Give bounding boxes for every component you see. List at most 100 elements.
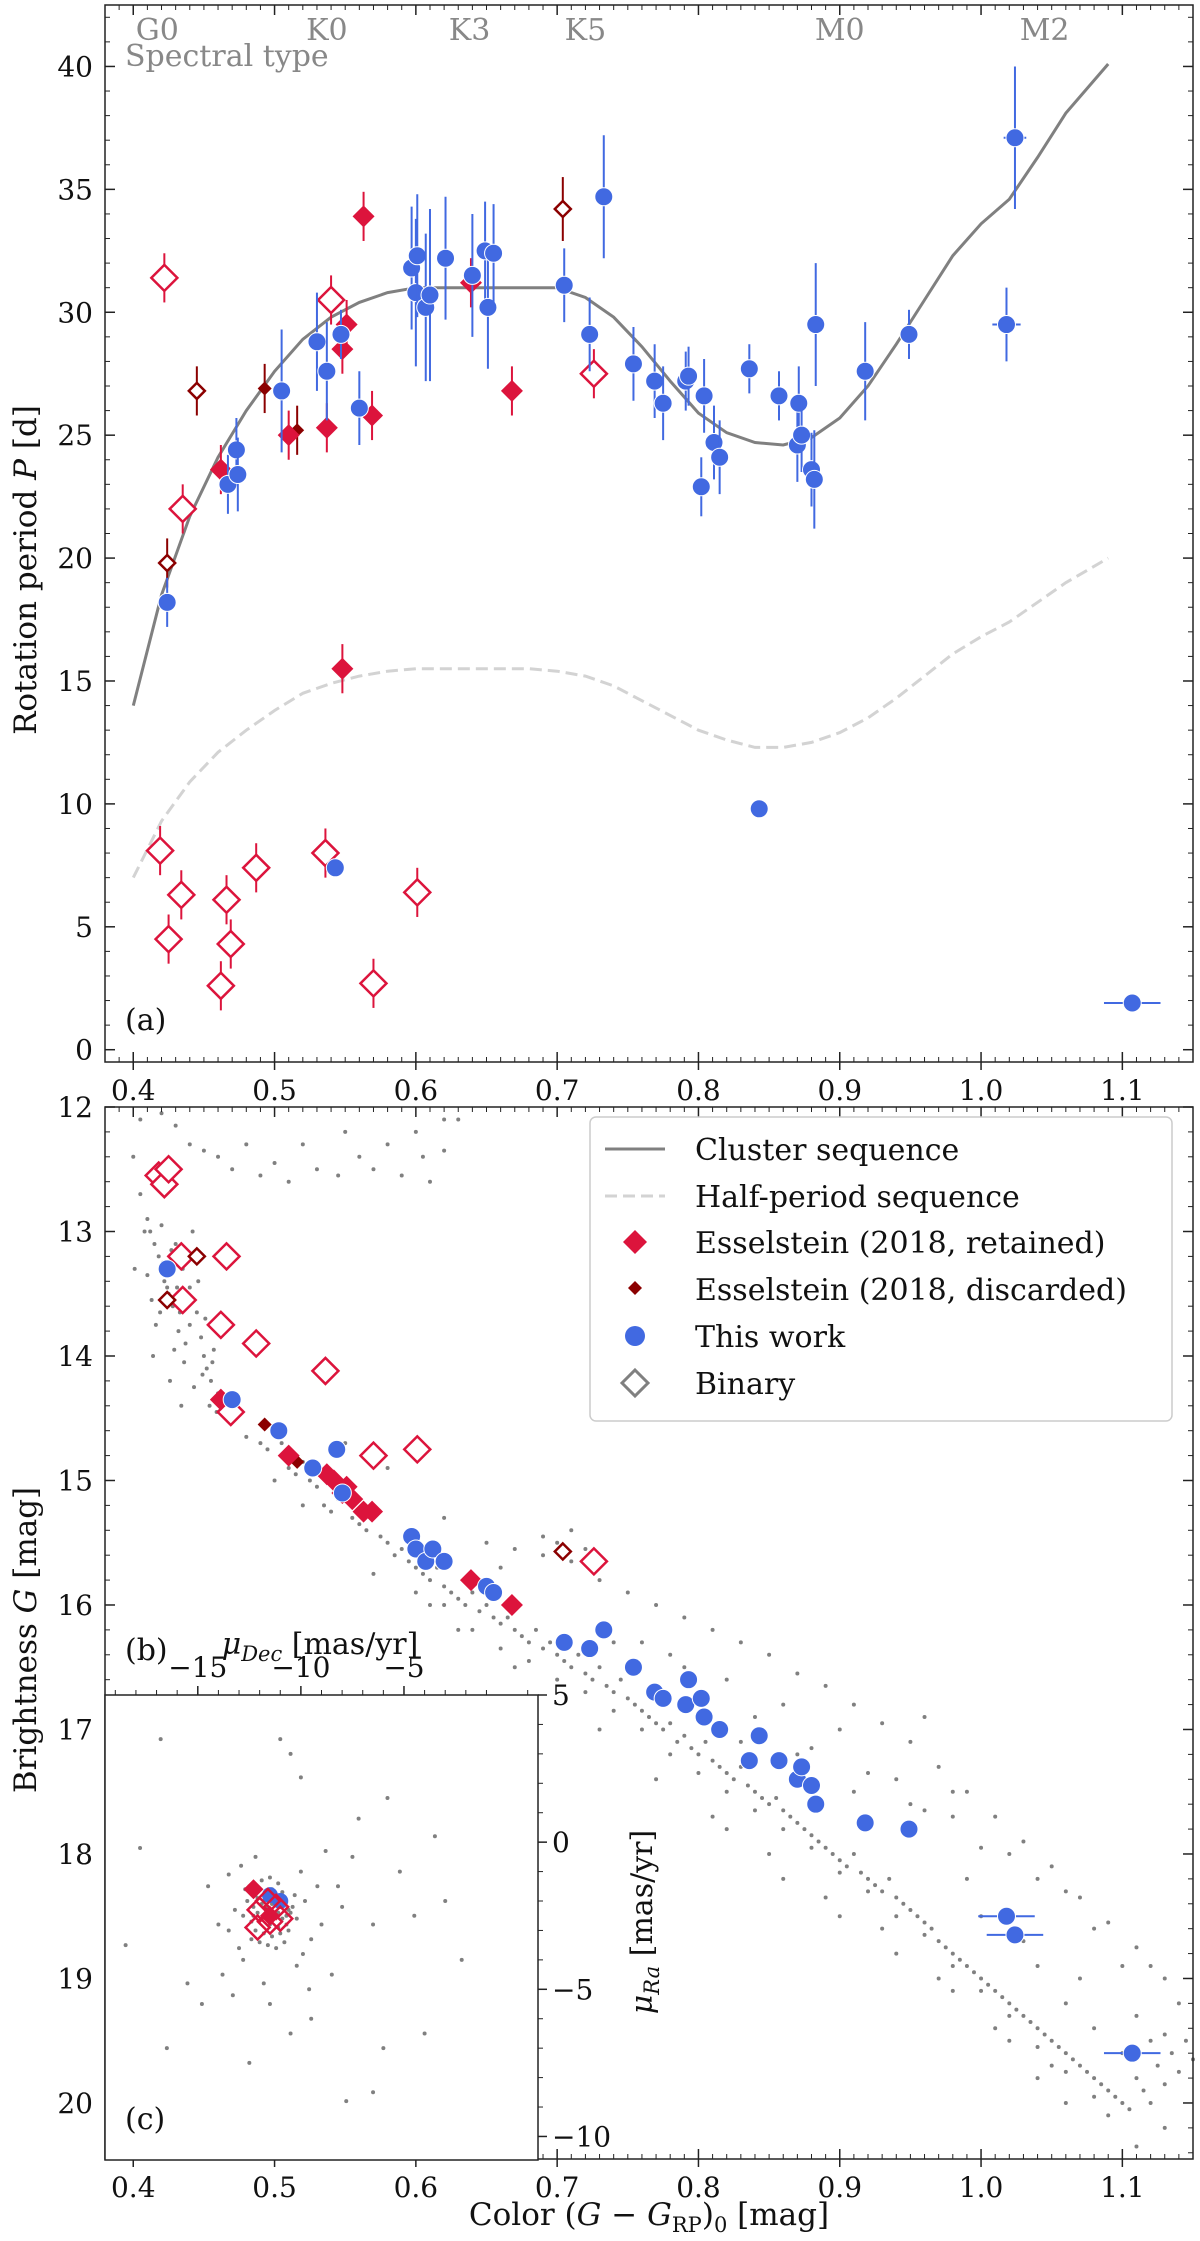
field-star <box>724 1789 729 1794</box>
field-star <box>950 1951 955 1956</box>
y-tick-label: 17 <box>57 1713 93 1746</box>
field-star <box>1134 1945 1139 1950</box>
pm-field-star <box>241 1913 246 1918</box>
field-star <box>682 1733 687 1738</box>
this-work-point <box>855 361 875 381</box>
field-star <box>809 1746 814 1751</box>
field-star <box>1049 1864 1054 1869</box>
pm-field-star <box>206 1884 211 1889</box>
panel-a-label: (a) <box>125 1003 166 1038</box>
field-star <box>625 1696 630 1701</box>
discarded-point <box>257 381 272 396</box>
legend-binary: Binary <box>695 1367 795 1402</box>
field-star <box>837 1858 842 1863</box>
field-star <box>300 1503 305 1508</box>
this-work-point <box>806 1794 826 1814</box>
this-work-point <box>349 398 369 418</box>
this-work-point <box>801 1776 821 1796</box>
field-star <box>837 1870 842 1875</box>
field-star <box>385 1540 390 1545</box>
this-work-point <box>420 285 440 305</box>
field-star <box>286 1179 291 1184</box>
this-work-point <box>694 1707 714 1727</box>
field-star <box>1063 2100 1068 2105</box>
pm-field-star <box>288 1910 293 1915</box>
field-star <box>1049 2038 1054 2043</box>
field-star <box>1134 2076 1139 2081</box>
panel-a: 0.4 0.5 0.6 0.7 0.8 0.9 1.0 1.1 0 5 10 15 20 25 30 35 40… <box>8 4 1194 1107</box>
pm-binary-point <box>256 1907 284 1936</box>
field-star <box>449 1590 454 1595</box>
field-star <box>526 1640 531 1645</box>
this-work-point <box>710 1719 730 1739</box>
pm-field-star <box>265 1943 270 1948</box>
x-tick-label: 0.9 <box>817 1074 862 1107</box>
this-work-point <box>1122 993 1142 1013</box>
this-work-point <box>594 1620 614 1640</box>
field-star <box>427 1578 432 1583</box>
field-star <box>541 1646 546 1651</box>
field-star <box>357 1154 362 1159</box>
field-star <box>731 1777 736 1782</box>
this-work-point <box>269 1421 289 1441</box>
pm-field-star <box>350 1854 355 1859</box>
this-work-point <box>1005 1925 1025 1945</box>
this-work-point <box>739 359 759 379</box>
field-star <box>738 1640 743 1645</box>
pm-binary-point <box>262 1893 290 1921</box>
legend-esselstein-discarded: Esselstein (2018, discarded) <box>695 1273 1127 1308</box>
this-work-point <box>580 324 600 344</box>
binary-point <box>153 924 184 954</box>
field-star <box>555 1652 560 1657</box>
field-star <box>979 1988 984 1993</box>
pm-field-star <box>123 1943 128 1948</box>
field-star <box>816 1839 821 1844</box>
binary-point <box>211 1241 242 1272</box>
field-star <box>908 1908 913 1913</box>
pm-field-star <box>288 1751 293 1756</box>
y-tick-label: 35 <box>57 173 93 206</box>
field-star <box>1085 2069 1090 2074</box>
this-work-point <box>554 275 574 295</box>
this-work-point <box>694 386 714 406</box>
field-star <box>463 1602 468 1607</box>
pm-field-star <box>307 1987 312 1992</box>
field-star <box>470 1627 475 1632</box>
y-tick-label: 15 <box>57 665 93 698</box>
pm-field-star <box>309 1937 314 1942</box>
field-star <box>873 1883 878 1888</box>
this-work-point <box>792 425 812 445</box>
panel-c-frame <box>104 1694 539 2161</box>
field-star <box>682 1615 687 1620</box>
field-star <box>950 1964 955 1969</box>
field-star <box>767 1851 772 1856</box>
field-star <box>505 1615 510 1620</box>
y-tick-label: 0 <box>75 1034 93 1067</box>
field-star <box>484 1602 489 1607</box>
field-star <box>286 1466 291 1471</box>
pm-field-star <box>412 1913 417 1918</box>
field-star <box>661 1727 666 1732</box>
legend-esselstein-retained: Esselstein (2018, retained) <box>695 1226 1105 1261</box>
pm-field-star <box>288 2031 293 2036</box>
field-star <box>1007 2038 1012 2043</box>
field-star <box>724 1771 729 1776</box>
pm-binary-point <box>243 1913 272 1942</box>
this-work-point <box>226 440 246 460</box>
legend-half-period-sequence: Half-period sequence <box>695 1180 1020 1215</box>
field-star <box>781 1702 786 1707</box>
field-star <box>583 1690 588 1695</box>
y-tick-label: 40 <box>57 50 93 83</box>
field-star <box>625 1590 630 1595</box>
pm-field-star <box>138 1846 143 1851</box>
this-work-point <box>462 265 482 285</box>
binary-point <box>166 1241 197 1272</box>
field-star <box>258 1441 263 1446</box>
field-star <box>675 1739 680 1744</box>
y-tick-label: 30 <box>57 296 93 329</box>
field-star <box>823 1895 828 1900</box>
spectral-type-m0: M0 <box>815 13 865 48</box>
x-tick-label: 0.6 <box>394 1074 439 1107</box>
field-star <box>894 1951 899 1956</box>
spectral-type-m2: M2 <box>1020 13 1070 48</box>
